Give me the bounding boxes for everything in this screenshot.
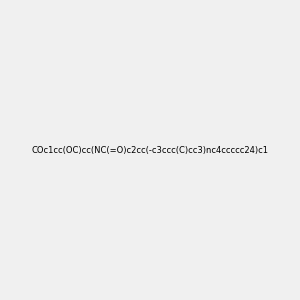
- Text: COc1cc(OC)cc(NC(=O)c2cc(-c3ccc(C)cc3)nc4ccccc24)c1: COc1cc(OC)cc(NC(=O)c2cc(-c3ccc(C)cc3)nc4…: [32, 146, 268, 154]
